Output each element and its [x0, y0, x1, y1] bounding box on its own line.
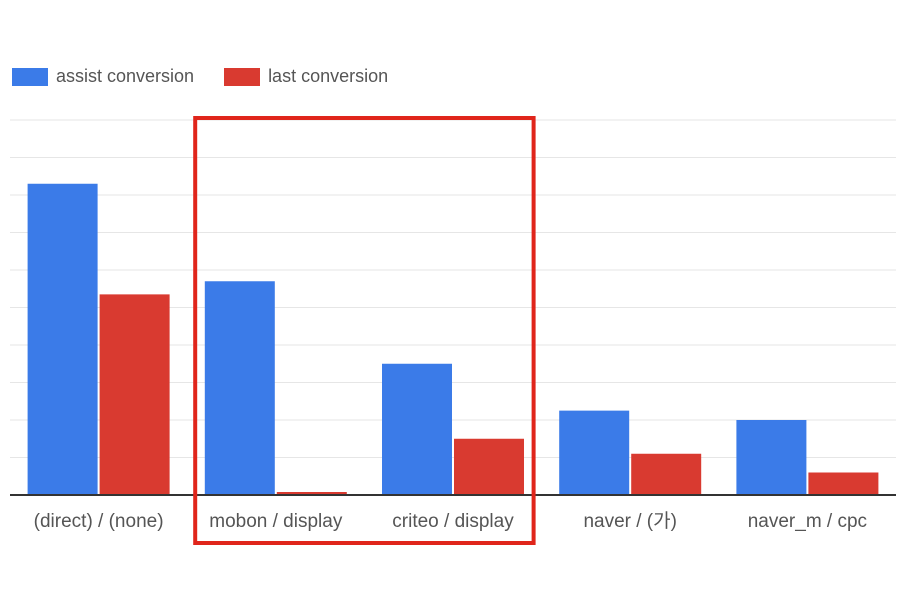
bar-last-conversion-1 [276, 492, 347, 495]
bar-assist-conversion-4 [736, 420, 807, 495]
legend-swatch-assist-conversion [12, 67, 48, 86]
bar-assist-conversion-0 [27, 183, 98, 495]
legend: assist conversion last conversion [12, 66, 418, 87]
bar-assist-conversion-1 [204, 281, 275, 495]
x-tick-label: (direct) / (none) [34, 511, 164, 532]
legend-label-assist-conversion: assist conversion [56, 66, 195, 86]
legend-item-last-conversion[interactable]: last conversion [224, 66, 388, 87]
bar-last-conversion-0 [99, 294, 170, 495]
x-tick-label: naver / (가) [583, 510, 677, 532]
x-tick-label: mobon / display [209, 511, 343, 532]
legend-swatch-last-conversion [224, 67, 261, 86]
highlight-box [193, 116, 536, 545]
bar-assist-conversion-3 [559, 410, 630, 495]
bar-last-conversion-4 [808, 472, 879, 495]
x-tick-label: criteo / display [392, 511, 514, 532]
legend-label-last-conversion: last conversion [268, 66, 389, 86]
bar-assist-conversion-2 [382, 363, 452, 495]
legend-item-assist-conversion[interactable]: assist conversion [12, 66, 194, 87]
bar-last-conversion-3 [631, 453, 702, 495]
x-tick-label: naver_m / cpc [748, 511, 867, 532]
bar-last-conversion-2 [454, 438, 524, 495]
